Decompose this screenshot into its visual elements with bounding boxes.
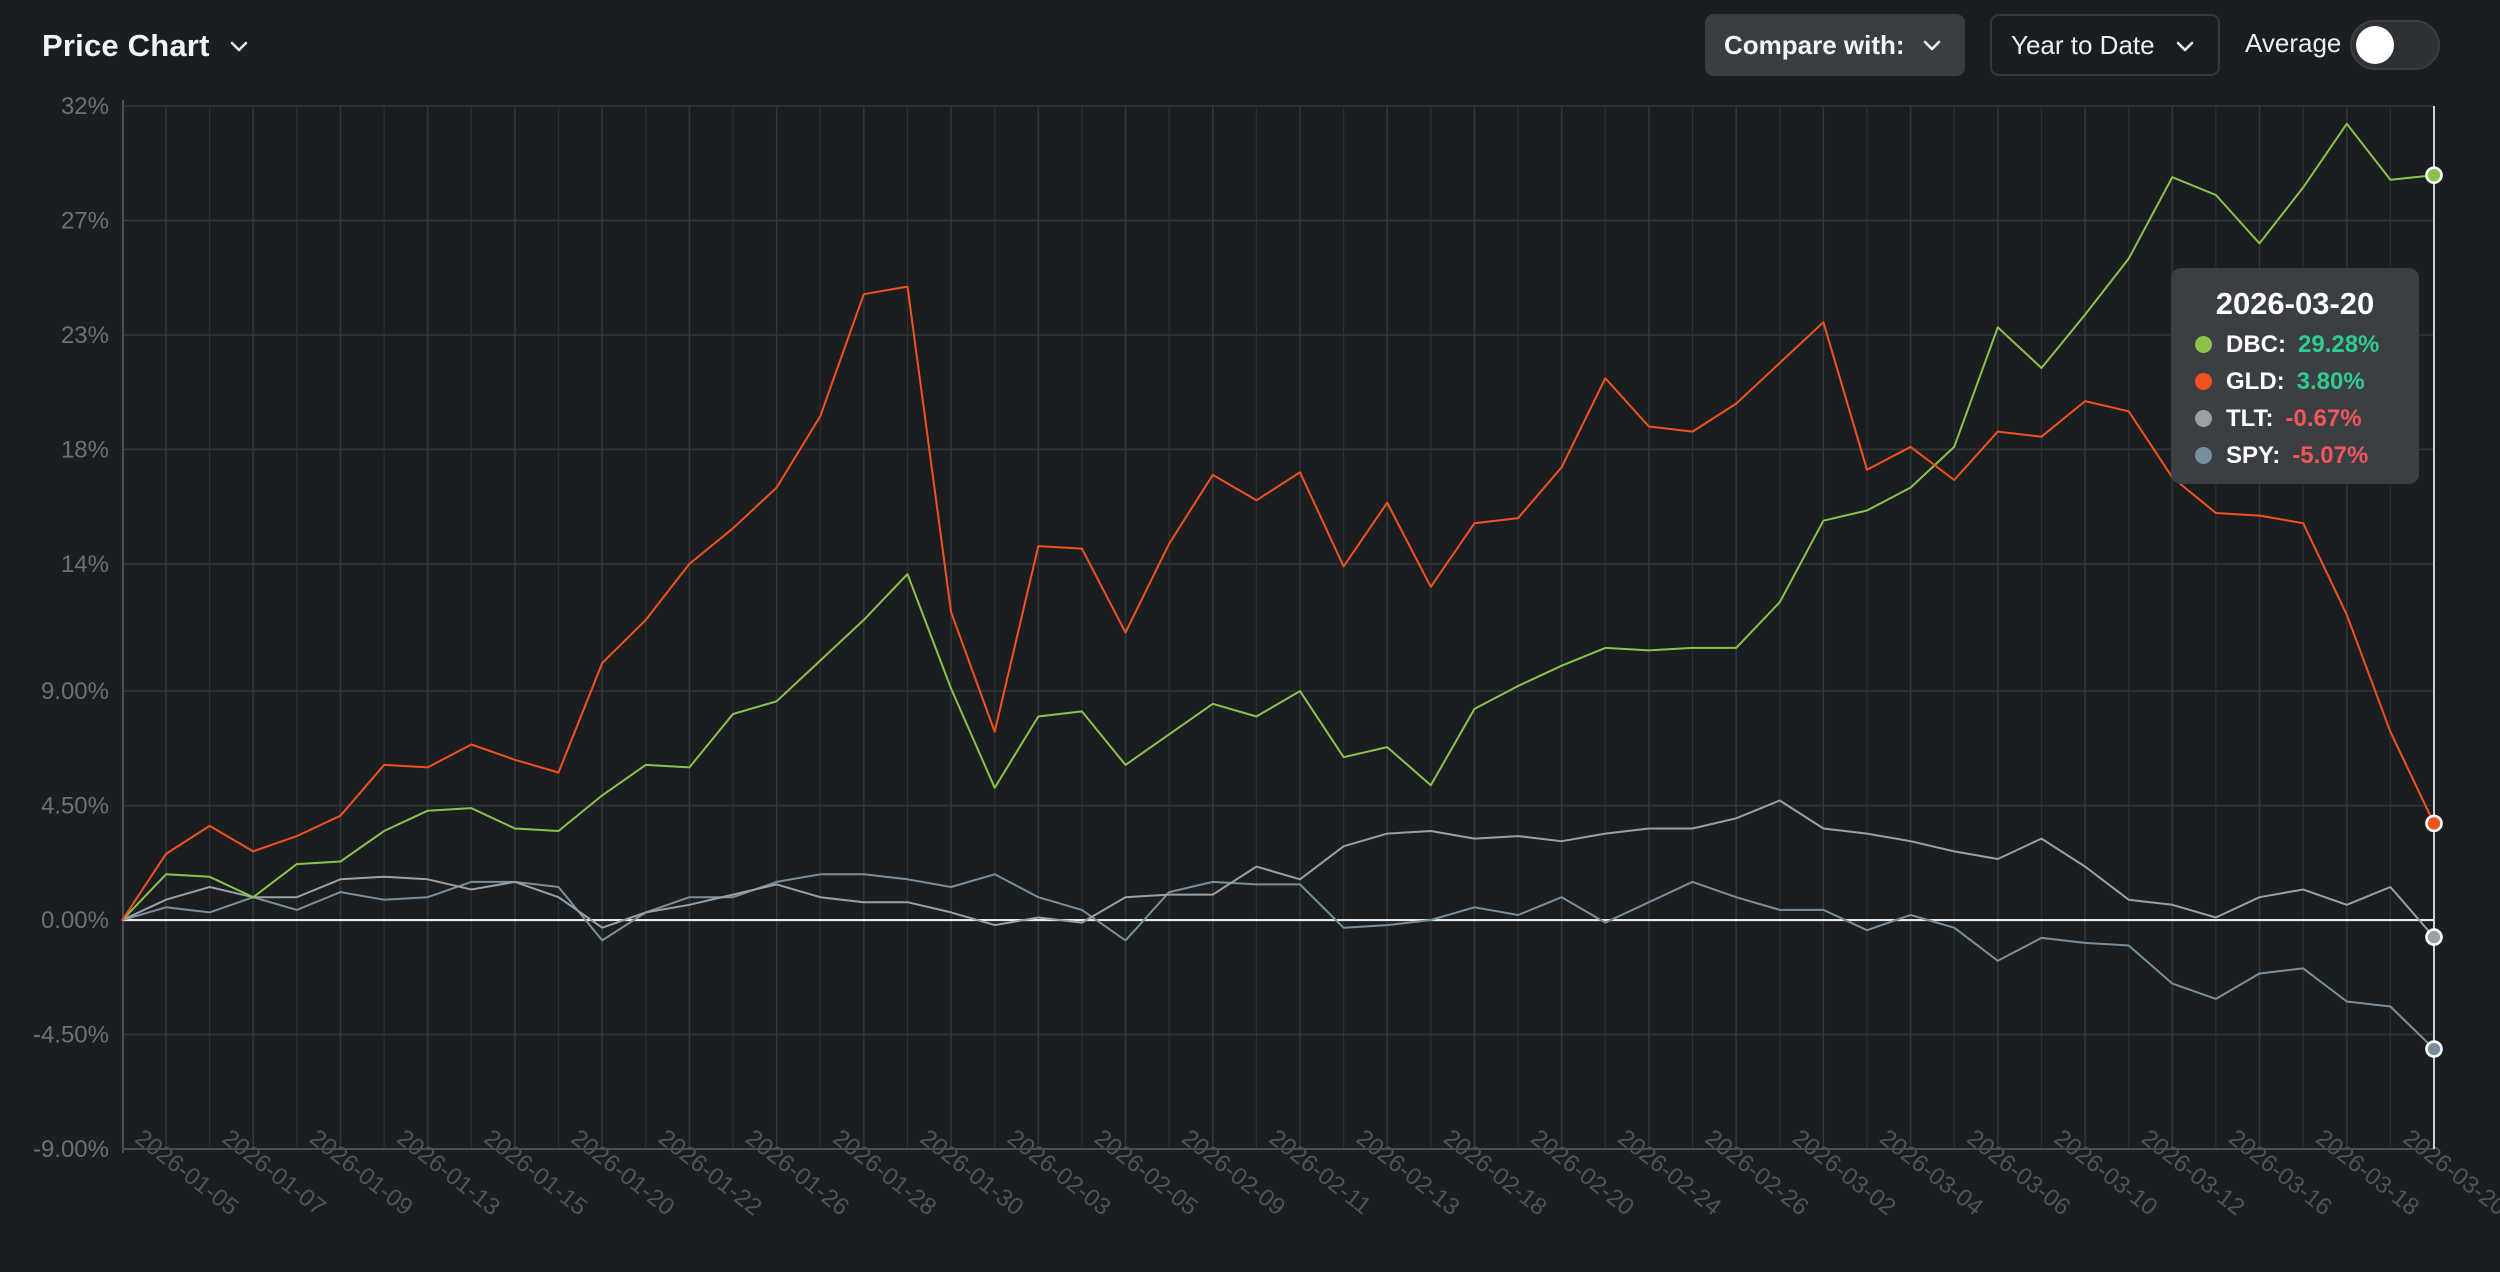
series-line-tlt xyxy=(121,799,2435,939)
legend-dot-icon xyxy=(2195,336,2212,353)
y-tick-label: 4.50% xyxy=(41,793,109,820)
chevron-down-icon xyxy=(228,35,250,57)
compare-with-button[interactable]: Compare with: xyxy=(1705,14,1965,76)
date-range-label: Year to Date xyxy=(2011,29,2155,60)
legend-dot-icon xyxy=(2195,373,2212,390)
chart-axes: 32% 27% 23% 18% 14% 9.00% 4.50% 0.00% -4.50% -9.0… xyxy=(33,93,2500,1221)
y-tick-label: -4.50% xyxy=(33,1022,109,1049)
tooltip-series-value: 3.80% xyxy=(2296,367,2365,395)
y-tick-label: 27% xyxy=(61,207,109,234)
date-range-select[interactable]: Year to Date xyxy=(1990,14,2220,76)
chart-title-dropdown[interactable]: Price Chart xyxy=(42,22,250,70)
tooltip-row: TLT: -0.67% xyxy=(2171,400,2419,437)
tooltip-series-value: 29.28% xyxy=(2298,330,2380,358)
series-line-dbc xyxy=(121,122,2435,921)
chart-markers xyxy=(2425,166,2443,1058)
legend-dot-icon xyxy=(2195,447,2212,464)
series-marker-spy xyxy=(2425,1040,2443,1058)
tooltip-series-name: DBC: xyxy=(2226,330,2286,358)
tooltip-row: SPY: -5.07% xyxy=(2171,437,2419,474)
tooltip-series-name: TLT: xyxy=(2226,404,2274,432)
tooltip-row: GLD: 3.80% xyxy=(2171,363,2419,400)
tooltip-rows: DBC: 29.28% GLD: 3.80% TLT: -0.67% SPY: -5.07% xyxy=(2171,326,2419,474)
average-toggle[interactable] xyxy=(2350,20,2440,70)
series-marker-gld xyxy=(2425,814,2443,833)
series-line-spy xyxy=(121,873,2435,1050)
chevron-down-icon xyxy=(1921,34,1943,56)
tooltip-series-value: -0.67% xyxy=(2285,404,2362,432)
chart-series xyxy=(121,122,2435,1050)
y-tick-label: 0.00% xyxy=(41,907,109,934)
chevron-down-icon xyxy=(2174,35,2196,57)
y-tick-label: 23% xyxy=(61,322,109,349)
y-tick-label: -9.00% xyxy=(33,1136,109,1163)
toggle-knob xyxy=(2356,26,2394,64)
chart-header: Price Chart Compare with: Year to Date A… xyxy=(0,0,2500,92)
series-line-gld xyxy=(121,285,2435,921)
chart-grid xyxy=(122,105,2435,1150)
series-marker-dbc xyxy=(2425,166,2443,184)
y-tick-label: 9.00% xyxy=(41,678,109,705)
tooltip-series-value: -5.07% xyxy=(2292,441,2369,469)
compare-with-label: Compare with: xyxy=(1724,29,1905,60)
y-tick-label: 32% xyxy=(61,93,109,120)
chart-title: Price Chart xyxy=(42,28,210,63)
tooltip-row: DBC: 29.28% xyxy=(2171,326,2419,363)
series-marker-tlt xyxy=(2425,928,2443,946)
chart-tooltip: 2026-03-20 DBC: 29.28% GLD: 3.80% TLT: -0.67%… xyxy=(2171,268,2419,484)
y-tick-label: 14% xyxy=(61,551,109,578)
tooltip-series-name: GLD: xyxy=(2226,367,2285,395)
tooltip-date: 2026-03-20 xyxy=(2215,286,2375,321)
average-label: Average xyxy=(2245,28,2342,58)
tooltip-series-name: SPY: xyxy=(2226,441,2281,469)
legend-dot-icon xyxy=(2195,410,2212,427)
y-tick-label: 18% xyxy=(61,436,109,463)
